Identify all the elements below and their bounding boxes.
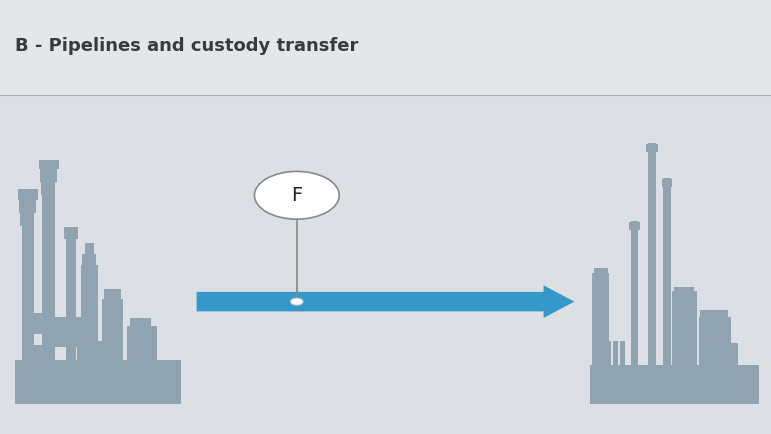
Bar [82,254,96,273]
Circle shape [291,298,303,305]
Bar [19,197,36,213]
Bar [594,268,608,282]
Bar [613,341,618,373]
Bar [606,341,611,365]
Bar [721,343,738,404]
Bar [592,341,598,365]
Bar [42,174,55,404]
FancyArrow shape [197,286,574,318]
Bar [41,182,50,195]
Bar [85,243,94,256]
Text: F: F [291,186,302,205]
Bar [592,273,609,404]
Bar [629,222,640,230]
Bar [66,230,76,404]
Bar [20,213,29,226]
Text: B - Pipelines and custody transfer: B - Pipelines and custody transfer [15,36,359,55]
Bar [663,178,671,404]
FancyBboxPatch shape [0,95,771,434]
Circle shape [254,171,339,219]
Bar [127,326,157,404]
Bar [674,287,694,299]
Bar [700,310,728,321]
Bar [699,317,731,404]
Bar [39,160,59,169]
Bar [42,317,81,347]
Bar [22,204,34,404]
Bar [677,334,691,404]
Bar [104,289,121,304]
Bar [25,313,42,334]
Bar [599,341,604,373]
Bar [18,189,38,200]
FancyBboxPatch shape [0,0,771,95]
Bar [15,360,181,404]
Bar [130,318,151,330]
Bar [40,168,57,182]
Bar [590,365,759,404]
Bar [102,299,123,404]
Bar [64,227,78,239]
Bar [648,143,656,404]
Bar [77,341,123,365]
Bar [81,265,98,404]
Bar [631,221,638,404]
Bar [32,345,54,373]
Bar [662,179,672,187]
Bar [646,144,658,152]
Bar [672,291,697,404]
Bar [620,341,625,365]
